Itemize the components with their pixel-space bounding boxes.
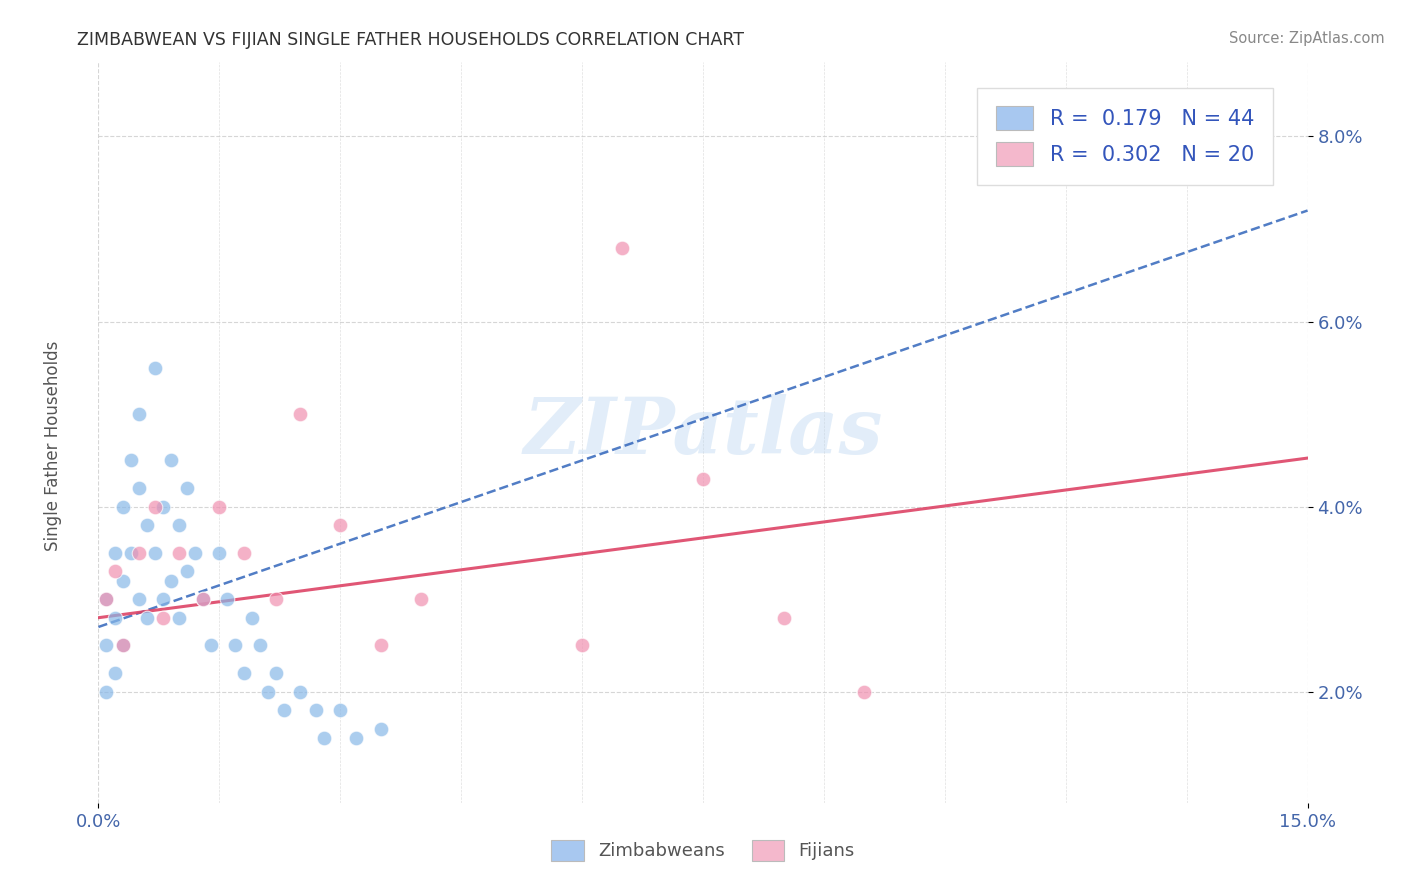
Point <box>240 610 263 624</box>
Text: Source: ZipAtlas.com: Source: ZipAtlas.com <box>1229 31 1385 46</box>
Point <box>103 546 125 560</box>
Point <box>256 685 278 699</box>
Point <box>264 666 287 681</box>
Point <box>344 731 367 745</box>
Point <box>111 639 134 653</box>
Point <box>224 639 246 653</box>
Point <box>329 518 352 533</box>
Point <box>160 574 183 588</box>
Point <box>111 574 134 588</box>
Point <box>120 546 142 560</box>
Point <box>167 546 190 560</box>
Point <box>612 240 634 254</box>
Point <box>128 546 150 560</box>
Point <box>249 639 271 653</box>
Point <box>176 565 198 579</box>
Point <box>264 592 287 607</box>
Point <box>409 592 432 607</box>
Point <box>208 546 231 560</box>
Point <box>143 546 166 560</box>
Point <box>571 639 593 653</box>
Point <box>143 500 166 514</box>
Point <box>370 639 392 653</box>
Point <box>273 703 295 717</box>
Point <box>143 360 166 375</box>
Point <box>135 610 157 624</box>
Point <box>152 500 174 514</box>
Point <box>135 518 157 533</box>
Point <box>288 407 311 421</box>
Point <box>111 500 134 514</box>
Point <box>96 592 118 607</box>
Text: Single Father Households: Single Father Households <box>45 341 62 551</box>
Legend: Zimbabweans, Fijians: Zimbabweans, Fijians <box>544 832 862 868</box>
Point <box>329 703 352 717</box>
Point <box>167 518 190 533</box>
Point <box>128 481 150 495</box>
Point <box>103 610 125 624</box>
Point <box>160 453 183 467</box>
Point <box>193 592 215 607</box>
Point <box>103 666 125 681</box>
Point <box>232 546 254 560</box>
Point <box>217 592 239 607</box>
Point <box>305 703 328 717</box>
Point <box>96 592 118 607</box>
Point <box>314 731 336 745</box>
Point <box>152 610 174 624</box>
Point <box>111 639 134 653</box>
Point <box>208 500 231 514</box>
Point <box>370 722 392 736</box>
Point <box>176 481 198 495</box>
Point <box>184 546 207 560</box>
Point <box>96 639 118 653</box>
Point <box>288 685 311 699</box>
Point <box>128 407 150 421</box>
Point <box>193 592 215 607</box>
Point <box>103 565 125 579</box>
Point <box>692 472 714 486</box>
Point <box>167 610 190 624</box>
Point <box>853 685 876 699</box>
Point <box>120 453 142 467</box>
Point <box>232 666 254 681</box>
Point <box>96 685 118 699</box>
Point <box>128 592 150 607</box>
Point <box>772 610 794 624</box>
Text: ZIPatlas: ZIPatlas <box>523 394 883 471</box>
Text: ZIMBABWEAN VS FIJIAN SINGLE FATHER HOUSEHOLDS CORRELATION CHART: ZIMBABWEAN VS FIJIAN SINGLE FATHER HOUSE… <box>77 31 744 49</box>
Point <box>152 592 174 607</box>
Point <box>200 639 222 653</box>
